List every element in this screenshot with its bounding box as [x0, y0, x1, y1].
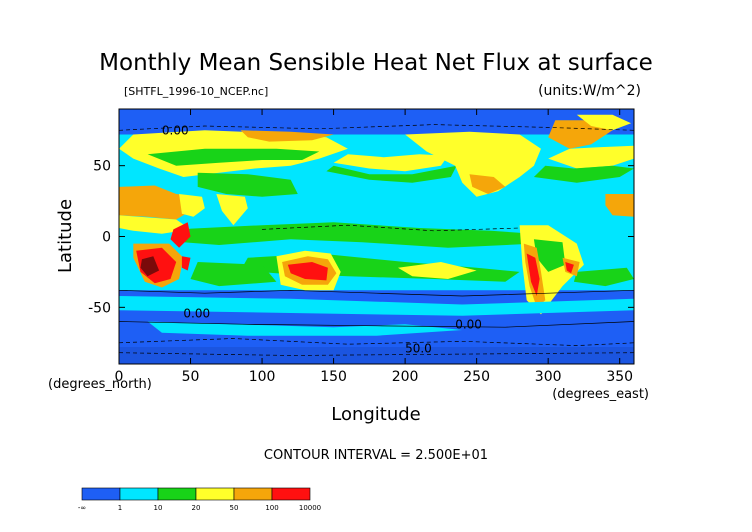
colorbar-label: 10 — [154, 504, 163, 512]
contour-label: 0.00 — [183, 306, 210, 320]
y-tick-label: 50 — [93, 159, 111, 175]
north-america-yellow — [405, 131, 541, 197]
north-atlantic-yellow — [548, 145, 634, 169]
southern-cyan-2 — [147, 321, 463, 336]
x-tick-label: 150 — [320, 369, 347, 385]
contour-line — [119, 289, 634, 297]
southern-cyan-1 — [119, 296, 634, 316]
colorbar-swatch — [157, 487, 197, 501]
colorbar-swatch — [271, 487, 311, 501]
contour-label: 50.0 — [405, 342, 432, 356]
colorbar-swatch — [81, 487, 121, 501]
east-africa-red — [170, 222, 191, 248]
sahel-yellow — [119, 215, 191, 234]
west-africa-orange — [605, 194, 634, 217]
north-america-orange — [469, 174, 506, 194]
central-asia-green — [197, 172, 298, 197]
contour-line — [119, 321, 634, 328]
contour-line — [119, 352, 634, 356]
contour-labels: 0.00 0.00 0.00 50.0 — [162, 124, 482, 356]
x-tick-label: 300 — [535, 369, 562, 385]
x-tick-label: 0 — [115, 369, 124, 385]
greenland-orange — [548, 120, 613, 149]
chart-title: Monthly Mean Sensible Heat Net Flux at s… — [99, 50, 653, 76]
south-america-green — [533, 239, 566, 272]
south-atlantic-green — [573, 267, 634, 287]
colorbar-label: 20 — [192, 504, 201, 512]
sahara-orange — [119, 185, 198, 220]
north-atlantic-green — [533, 165, 634, 183]
madagascar-red — [181, 256, 191, 271]
eurasia-green — [147, 148, 320, 166]
contour-lines — [119, 124, 634, 356]
colorbar-swatch — [195, 487, 235, 501]
x-tick-label: 250 — [463, 369, 490, 385]
greenland-yellow — [576, 114, 632, 131]
colorbar-swatch — [119, 487, 159, 501]
north-pacific-yellow — [333, 154, 448, 172]
colorbar-swatch — [233, 487, 273, 501]
y-axis-ticks: 50 0 -50 — [88, 159, 634, 316]
north-pacific-green — [326, 165, 457, 183]
y-unit-label: (degrees_north) — [48, 377, 152, 392]
colorbar-label: 50 — [230, 504, 239, 512]
contour-interval-label: CONTOUR INTERVAL = 2.500E+01 — [264, 448, 488, 463]
tropics-green-1 — [176, 222, 534, 248]
units-label: (units:W/m^2) — [538, 83, 641, 99]
source-file-label: [SHTFL_1996-10_NCEP.nc] — [124, 85, 268, 98]
colorbar-label: 100 — [265, 504, 278, 512]
x-tick-label: 200 — [392, 369, 419, 385]
plot-area — [119, 109, 634, 364]
colorbar — [81, 487, 311, 501]
x-axis-ticks: 0 50 100 150 200 250 300 350 — [115, 109, 633, 385]
south-africa-dark — [140, 256, 160, 277]
colorbar-label: 1 — [118, 504, 122, 512]
y-axis-label: Latitude — [55, 199, 76, 273]
x-tick-label: 350 — [606, 369, 633, 385]
x-tick-label: 100 — [249, 369, 276, 385]
indian-ocean-green — [190, 262, 277, 287]
x-unit-label: (degrees_east) — [552, 387, 649, 402]
colorbar-label: -∞ — [78, 504, 86, 512]
contour-line — [119, 124, 634, 131]
arabia-yellow — [179, 194, 205, 217]
y-tick-label: 0 — [102, 230, 111, 246]
south-pacific-yellow — [398, 262, 477, 279]
contour-label: 0.00 — [162, 124, 189, 138]
colorbar-labels: -∞ 1 10 20 50 100 10000 — [78, 504, 321, 512]
flux-regions — [119, 114, 634, 336]
india-yellow — [216, 194, 248, 226]
x-tick-label: 50 — [182, 369, 200, 385]
arctic-band — [119, 109, 634, 135]
brazil-red — [565, 262, 574, 274]
andes-red — [526, 253, 540, 296]
contour-line — [262, 224, 520, 232]
contour-label: 0.00 — [455, 318, 482, 332]
y-tick-label: -50 — [88, 300, 111, 316]
x-axis-label: Longitude — [331, 404, 421, 425]
australia-red — [287, 262, 328, 281]
antarctic-band — [119, 347, 634, 364]
siberia-orange — [240, 130, 334, 142]
colorbar-label: 10000 — [299, 504, 321, 512]
